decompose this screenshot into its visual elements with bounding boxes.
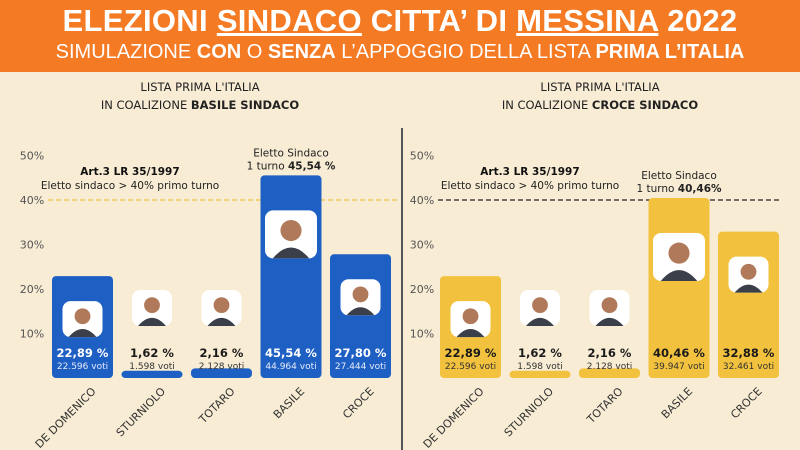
- right-title-bold: CROCE SINDACO: [591, 98, 699, 112]
- votes-label: 44.964 voti: [265, 362, 316, 372]
- bar-totaro: [579, 368, 640, 378]
- subtitle-segment: SENZA: [267, 41, 336, 63]
- threshold-title: Art.3 LR 35/1997: [80, 166, 179, 178]
- votes-label: 32.461 voti: [723, 362, 774, 372]
- candidate-face-icon: [213, 297, 230, 314]
- left-panel-title: LISTA PRIMA L'ITALIA IN COALIZIONE BASIL…: [0, 78, 400, 114]
- value-label: 1,62 %: [130, 346, 174, 360]
- candidate-body-icon: [207, 317, 236, 326]
- title-segment: CITTA’ DI: [361, 3, 517, 38]
- x-tick-label: BASILE: [271, 385, 307, 421]
- bar-totaro: [191, 368, 252, 378]
- candidate-body-icon: [456, 329, 485, 338]
- threshold-text: Eletto sindaco > 40% primo turno: [41, 180, 219, 192]
- value-label: 2,16 %: [200, 346, 244, 360]
- y-tick-label: 30%: [410, 239, 434, 252]
- y-tick-label: 30%: [20, 239, 44, 252]
- candidate-face-icon: [740, 263, 757, 280]
- votes-label: 2.128 voti: [587, 362, 633, 372]
- subtitle-segment: O: [241, 41, 268, 63]
- value-label: 40,46 %: [653, 346, 705, 360]
- y-tick-label: 10%: [20, 328, 44, 341]
- candidate-face-icon: [601, 297, 618, 314]
- subtitle-segment: PRIMA L’ITALIA: [595, 41, 745, 63]
- x-tick-label: DE DOMENICO: [33, 385, 99, 450]
- winner-line2: 1 turno 40,46%: [636, 183, 722, 195]
- votes-label: 39.947 voti: [653, 362, 704, 372]
- candidate-body-icon: [526, 317, 554, 326]
- value-label: 45,54 %: [265, 346, 317, 360]
- value-label: 2,16 %: [588, 346, 632, 360]
- value-label: 32,88 %: [723, 346, 775, 360]
- title-segment: MESSINA: [516, 3, 659, 38]
- x-tick-label: STURNIOLO: [502, 385, 557, 440]
- value-label: 1,62 %: [518, 346, 562, 360]
- value-label: 22,89 %: [445, 346, 497, 360]
- candidate-face-icon: [462, 308, 479, 325]
- candidate-face-icon: [352, 286, 369, 303]
- candidate-face-icon: [280, 219, 302, 242]
- votes-label: 2.128 voti: [199, 362, 245, 372]
- x-tick-label: CROCE: [728, 385, 765, 422]
- x-tick-label: CROCE: [340, 385, 377, 422]
- right-title-text: IN COALIZIONE: [501, 98, 592, 112]
- left-title-bold: BASILE SINDACO: [190, 98, 300, 112]
- y-tick-label: 50%: [20, 150, 44, 163]
- y-tick-label: 40%: [410, 194, 434, 207]
- winner-line1: Eletto Sindaco: [253, 147, 329, 159]
- left-title-line2: IN COALIZIONE BASILE SINDACO: [0, 96, 400, 114]
- candidate-face-icon: [668, 242, 690, 264]
- subtitle-segment: DELLA LISTA: [469, 41, 596, 63]
- subtitle-segment: L’APPOGGIO: [335, 41, 470, 63]
- candidate-body-icon: [346, 307, 375, 316]
- votes-label: 22.596 voti: [445, 362, 496, 372]
- bar-sturniolo: [121, 370, 183, 378]
- candidate-body-icon: [734, 284, 763, 293]
- x-tick-label: BASILE: [659, 385, 695, 421]
- value-label: 27,80 %: [335, 346, 387, 360]
- header-banner: ELEZIONI SINDACO CITTA’ DI MESSINA 2022 …: [0, 0, 800, 72]
- page-subtitle: SIMULAZIONE CON O SENZA L’APPOGGIO DELLA…: [0, 41, 800, 64]
- candidate-body-icon: [68, 329, 97, 338]
- value-label: 22,89 %: [57, 346, 109, 360]
- y-tick-label: 20%: [20, 283, 44, 296]
- x-tick-label: STURNIOLO: [114, 385, 169, 440]
- left-title-text: IN COALIZIONE: [100, 98, 191, 112]
- panel-divider: [401, 128, 403, 450]
- bar-sturniolo: [509, 370, 571, 378]
- subtitle-segment: CON: [196, 41, 242, 63]
- title-segment: ELEZIONI: [62, 3, 217, 38]
- title-segment: 2022: [658, 3, 738, 38]
- y-tick-label: 10%: [410, 328, 434, 341]
- title-segment: SINDACO: [216, 3, 362, 38]
- x-tick-label: DE DOMENICO: [421, 385, 487, 450]
- x-tick-label: TOTARO: [584, 385, 626, 427]
- y-tick-label: 40%: [20, 194, 44, 207]
- votes-label: 1.598 voti: [129, 362, 175, 372]
- threshold-title: Art.3 LR 35/1997: [480, 166, 579, 178]
- candidate-body-icon: [272, 247, 310, 259]
- y-tick-label: 20%: [410, 283, 434, 296]
- candidate-body-icon: [138, 317, 166, 326]
- right-title-line2: IN COALIZIONE CROCE SINDACO: [400, 96, 800, 114]
- candidate-body-icon: [660, 270, 698, 281]
- votes-label: 27.444 voti: [335, 362, 386, 372]
- right-title-line1: LISTA PRIMA L'ITALIA: [540, 80, 660, 94]
- votes-label: 22.596 voti: [57, 362, 108, 372]
- winner-line2: 1 turno 45,54 %: [247, 160, 336, 172]
- right-panel-title: LISTA PRIMA L'ITALIA IN COALIZIONE CROCE…: [400, 78, 800, 114]
- x-tick-label: TOTARO: [196, 385, 238, 427]
- winner-line1: Eletto Sindaco: [641, 170, 717, 182]
- page-title: ELEZIONI SINDACO CITTA’ DI MESSINA 2022: [0, 3, 800, 39]
- candidate-face-icon: [532, 297, 548, 314]
- candidate-body-icon: [595, 317, 624, 326]
- left-title-line1: LISTA PRIMA L'ITALIA: [140, 80, 260, 94]
- votes-label: 1.598 voti: [517, 362, 563, 372]
- y-tick-label: 50%: [410, 150, 434, 163]
- subtitle-segment: SIMULAZIONE: [55, 41, 197, 63]
- threshold-text: Eletto sindaco > 40% primo turno: [441, 180, 619, 192]
- candidate-face-icon: [144, 297, 160, 314]
- candidate-face-icon: [74, 308, 91, 325]
